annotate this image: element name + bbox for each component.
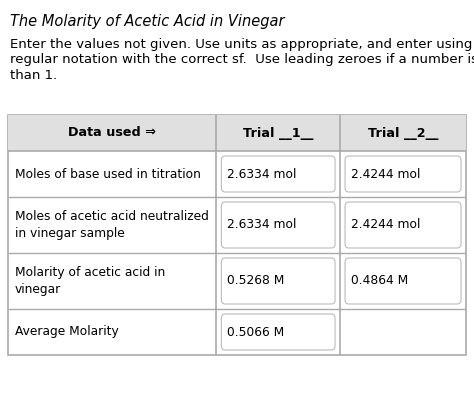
Text: Average Molarity: Average Molarity <box>15 326 119 339</box>
Bar <box>8 115 466 151</box>
Text: 2.6334 mol: 2.6334 mol <box>228 168 297 181</box>
FancyBboxPatch shape <box>221 314 335 350</box>
Text: 2.4244 mol: 2.4244 mol <box>351 168 420 181</box>
Text: 0.4864 M: 0.4864 M <box>351 275 408 287</box>
Text: Enter the values not given. Use units as appropriate, and enter using: Enter the values not given. Use units as… <box>10 38 473 51</box>
FancyBboxPatch shape <box>221 258 335 304</box>
Bar <box>8 115 466 355</box>
Text: Trial __2__: Trial __2__ <box>368 127 438 140</box>
Text: Moles of base used in titration: Moles of base used in titration <box>15 168 201 181</box>
FancyBboxPatch shape <box>345 156 461 192</box>
FancyBboxPatch shape <box>345 258 461 304</box>
Text: 2.6334 mol: 2.6334 mol <box>228 219 297 232</box>
Text: Trial __1__: Trial __1__ <box>243 127 313 140</box>
Text: The Molarity of Acetic Acid in Vinegar: The Molarity of Acetic Acid in Vinegar <box>10 14 284 29</box>
Text: Data used ⇒: Data used ⇒ <box>68 127 156 140</box>
Text: than 1.: than 1. <box>10 69 57 82</box>
FancyBboxPatch shape <box>345 202 461 248</box>
FancyBboxPatch shape <box>221 202 335 248</box>
Text: Moles of acetic acid neutralized
in vinegar sample: Moles of acetic acid neutralized in vine… <box>15 210 209 240</box>
Text: 2.4244 mol: 2.4244 mol <box>351 219 420 232</box>
Text: 0.5066 M: 0.5066 M <box>228 326 285 339</box>
FancyBboxPatch shape <box>221 156 335 192</box>
Text: 0.5268 M: 0.5268 M <box>228 275 285 287</box>
Text: Molarity of acetic acid in
vinegar: Molarity of acetic acid in vinegar <box>15 266 165 296</box>
Text: regular notation with the correct sf.  Use leading zeroes if a number is less: regular notation with the correct sf. Us… <box>10 53 474 66</box>
